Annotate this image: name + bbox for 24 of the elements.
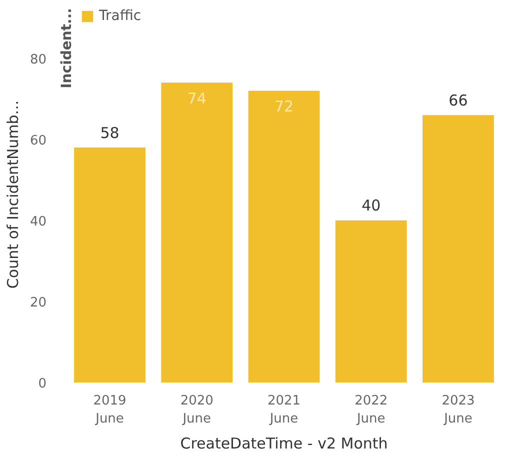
data-label: 66 <box>448 91 468 110</box>
data-label: 40 <box>362 196 381 215</box>
x-tick-label: 2019 June <box>93 394 126 426</box>
y-tick-label: 60 <box>30 133 47 148</box>
bar <box>74 148 146 382</box>
y-axis-title: Count of IncidentNumb... <box>4 100 22 289</box>
data-label: 74 <box>187 89 206 108</box>
x-tick-label: 2020 June <box>180 394 214 426</box>
bar <box>422 115 494 382</box>
legend-label: Traffic <box>99 8 142 24</box>
y-tick-label: 20 <box>30 295 47 310</box>
y-tick-label: 40 <box>30 214 47 230</box>
data-label: 72 <box>274 98 294 116</box>
x-axis-title: CreateDateTime - v2 Month <box>180 434 388 452</box>
y-tick-label: 0 <box>38 376 47 392</box>
x-tick-label: 2021 June <box>267 394 301 426</box>
x-tick-label: 2022 June <box>354 394 388 426</box>
data-label: 58 <box>100 124 120 142</box>
bar <box>248 90 320 382</box>
x-tick-label: 2023 June <box>442 394 475 426</box>
bar <box>335 220 407 382</box>
y-tick-label: 80 <box>30 52 47 68</box>
bar <box>161 82 233 382</box>
legend-title: Incident... <box>59 8 75 88</box>
